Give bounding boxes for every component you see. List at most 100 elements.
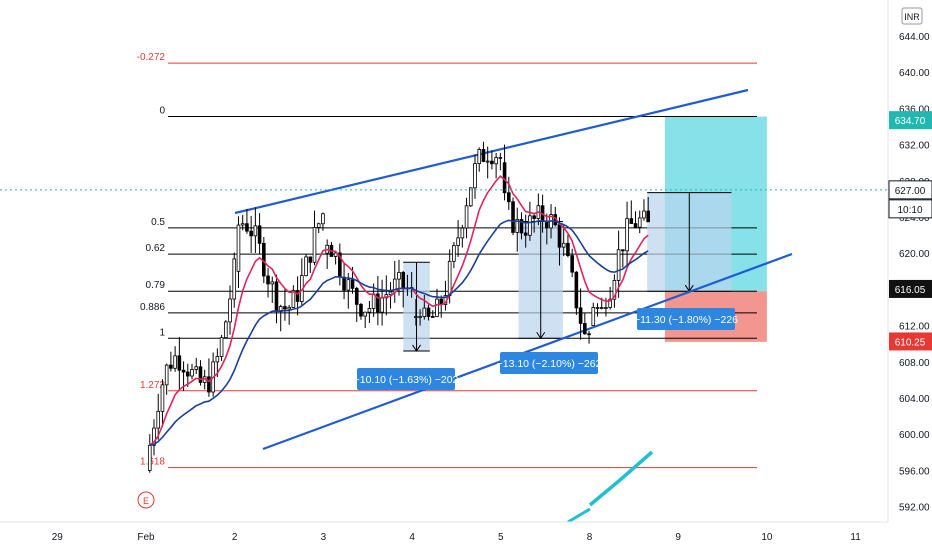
candle-body bbox=[354, 287, 359, 305]
measure-label-box bbox=[637, 308, 735, 330]
price-axis-panel bbox=[888, 0, 932, 550]
price-tag-text: 616.05 bbox=[895, 285, 926, 296]
measure-arrowhead bbox=[536, 331, 546, 340]
candle-body bbox=[621, 249, 625, 252]
price-tag-text: 610.25 bbox=[895, 337, 926, 348]
candle-body bbox=[245, 223, 249, 232]
candle-body bbox=[452, 245, 456, 262]
teal-indicator-line bbox=[567, 507, 591, 524]
candle-body bbox=[333, 252, 338, 257]
candle-body bbox=[608, 298, 612, 308]
candle-body bbox=[380, 297, 384, 313]
measure-label-text: −11.30 (−1.80%) −226 bbox=[634, 314, 738, 326]
candle-body bbox=[371, 293, 376, 309]
fib-level-label: 0.79 bbox=[146, 280, 166, 291]
price-tick-label: 592.00 bbox=[899, 503, 930, 514]
candle-body bbox=[490, 160, 494, 165]
candle-body bbox=[637, 217, 642, 228]
fib-level-label: 0 bbox=[159, 106, 165, 117]
time-tick-label: 8 bbox=[587, 532, 593, 543]
candle-body bbox=[198, 366, 203, 383]
fib-level-label: 1.618 bbox=[140, 457, 165, 468]
candle-body bbox=[270, 281, 275, 285]
candle-body bbox=[215, 356, 220, 363]
candle-body bbox=[304, 256, 308, 277]
candle-body bbox=[253, 225, 258, 237]
candle-body bbox=[477, 149, 482, 164]
time-tick-label: 29 bbox=[52, 532, 64, 543]
moving-averages bbox=[149, 175, 649, 447]
candle-body bbox=[376, 293, 380, 313]
measure-boxes bbox=[403, 192, 732, 352]
price-axis[interactable]: 644.00640.00636.00632.00628.00624.00620.… bbox=[888, 32, 932, 514]
candle-body bbox=[359, 303, 363, 317]
candle-body bbox=[430, 316, 435, 318]
price-tag bbox=[889, 332, 932, 351]
candle-body bbox=[523, 232, 528, 236]
candle-body bbox=[185, 371, 190, 377]
currency-label: INR bbox=[904, 12, 920, 22]
candle-body bbox=[604, 307, 608, 309]
candle-body bbox=[473, 163, 477, 189]
candle-body bbox=[147, 444, 152, 471]
candle-body bbox=[435, 298, 439, 317]
candle-body bbox=[561, 242, 566, 248]
time-axis-panel bbox=[0, 522, 932, 550]
fib-level-label: 0.5 bbox=[151, 217, 165, 228]
price-tag bbox=[889, 279, 932, 298]
candle-body bbox=[464, 205, 469, 229]
candle-body bbox=[219, 337, 224, 357]
price-tick-label: 636.00 bbox=[899, 104, 930, 115]
candle-body bbox=[401, 271, 406, 289]
candle-body bbox=[587, 333, 591, 336]
candle-body bbox=[397, 271, 401, 280]
teal-indicator-line bbox=[588, 450, 654, 507]
current-price-text: 627.00 bbox=[895, 186, 926, 197]
candle-body bbox=[308, 256, 313, 263]
candle-body bbox=[156, 410, 161, 429]
candle-body bbox=[494, 157, 498, 165]
candle-body bbox=[164, 364, 169, 386]
candle-body bbox=[612, 280, 617, 300]
candle-body bbox=[481, 149, 486, 162]
candle-body bbox=[283, 306, 287, 310]
earnings-event-icon[interactable] bbox=[137, 491, 155, 509]
candle-body bbox=[363, 311, 367, 317]
price-tag bbox=[889, 111, 932, 130]
candle-body bbox=[532, 215, 536, 219]
price-tick-label: 632.00 bbox=[899, 141, 930, 152]
candle-body bbox=[418, 316, 422, 318]
candle-body bbox=[160, 384, 165, 412]
candle-body bbox=[350, 279, 355, 289]
candle-body bbox=[388, 291, 393, 296]
candle-body bbox=[295, 290, 300, 302]
current-price-tag bbox=[888, 180, 932, 200]
candle-body bbox=[342, 276, 346, 291]
measure-arrowhead bbox=[412, 344, 421, 352]
candle-body bbox=[506, 192, 511, 203]
candle-body bbox=[595, 307, 600, 309]
fib-level-label: 1 bbox=[159, 327, 165, 338]
price-tag-text: 634.70 bbox=[895, 116, 926, 127]
candle-body bbox=[194, 366, 199, 370]
candle-body bbox=[574, 271, 579, 309]
candle-body bbox=[152, 427, 156, 446]
candle-body bbox=[316, 223, 321, 228]
channel-lower-line bbox=[262, 252, 793, 451]
candle-body bbox=[228, 298, 232, 323]
currency-badge[interactable] bbox=[901, 7, 923, 25]
price-tick-label: 644.00 bbox=[899, 32, 930, 43]
channel-lines bbox=[234, 88, 793, 524]
time-axis[interactable]: 29 Feb 2 3 4 5 8 9 10 11 bbox=[52, 532, 861, 543]
measure-labels: −10.10 (−1.63%) −202 −13.10 (−2.10%) −262… bbox=[354, 308, 738, 390]
time-tick-label: 9 bbox=[675, 532, 681, 543]
candle-body bbox=[346, 279, 351, 291]
candle-body bbox=[266, 275, 270, 285]
candle-body bbox=[519, 218, 524, 234]
candle-body bbox=[583, 323, 587, 335]
candle-body bbox=[367, 308, 372, 313]
candle-body bbox=[460, 227, 465, 239]
candle-body bbox=[181, 369, 186, 373]
